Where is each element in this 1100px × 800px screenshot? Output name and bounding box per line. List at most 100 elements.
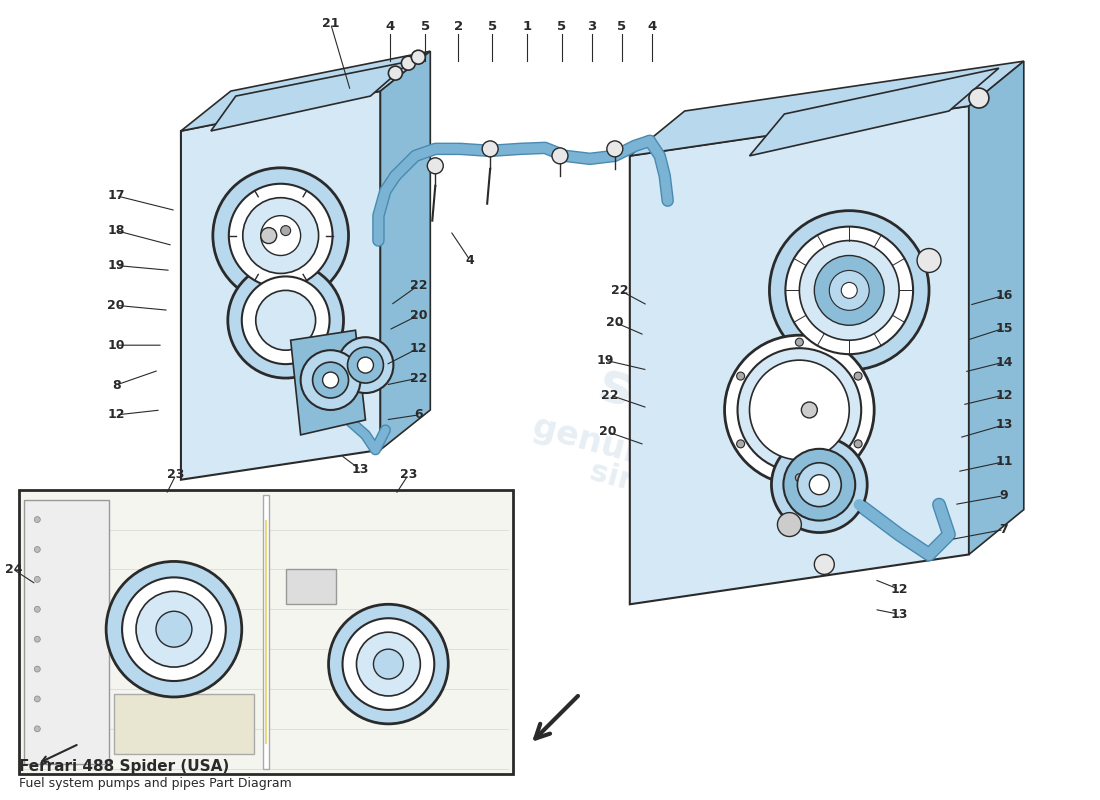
Text: 23: 23 — [167, 468, 185, 482]
Circle shape — [402, 56, 416, 70]
Polygon shape — [211, 61, 410, 131]
Text: 1: 1 — [522, 20, 531, 33]
Circle shape — [854, 440, 862, 448]
Circle shape — [373, 649, 404, 679]
Circle shape — [348, 347, 384, 383]
Text: 11: 11 — [996, 455, 1013, 468]
Circle shape — [358, 357, 373, 373]
Text: 22: 22 — [612, 284, 628, 297]
Circle shape — [795, 338, 803, 346]
Text: 10: 10 — [108, 338, 124, 352]
Circle shape — [242, 277, 330, 364]
Circle shape — [156, 611, 191, 647]
Circle shape — [34, 726, 41, 732]
Circle shape — [34, 546, 41, 553]
Circle shape — [725, 335, 874, 485]
Bar — [265, 519, 266, 744]
Text: 21: 21 — [322, 17, 339, 30]
Circle shape — [411, 50, 426, 64]
Polygon shape — [290, 330, 365, 435]
Circle shape — [771, 437, 867, 533]
Text: 19: 19 — [596, 354, 614, 366]
Circle shape — [228, 262, 343, 378]
Circle shape — [34, 606, 41, 612]
Circle shape — [34, 636, 41, 642]
Circle shape — [810, 474, 829, 494]
Text: 5: 5 — [617, 20, 626, 33]
Circle shape — [243, 198, 319, 274]
Bar — [263, 494, 268, 769]
Circle shape — [136, 591, 212, 667]
Text: 4: 4 — [465, 254, 474, 267]
Circle shape — [34, 666, 41, 672]
Text: 22: 22 — [409, 279, 427, 292]
Text: 15: 15 — [996, 322, 1013, 334]
Circle shape — [800, 241, 899, 340]
Bar — [114, 694, 254, 754]
Text: spares: spares — [592, 357, 807, 463]
Circle shape — [749, 360, 849, 460]
Circle shape — [737, 348, 861, 472]
Circle shape — [795, 474, 803, 482]
Circle shape — [854, 372, 862, 380]
Text: 20: 20 — [409, 309, 427, 322]
Circle shape — [552, 148, 568, 164]
Text: 13: 13 — [996, 418, 1012, 431]
Circle shape — [829, 270, 869, 310]
Polygon shape — [749, 68, 999, 156]
Circle shape — [255, 290, 316, 350]
Circle shape — [783, 449, 855, 521]
Circle shape — [261, 228, 277, 243]
Circle shape — [106, 562, 242, 697]
Circle shape — [785, 226, 913, 354]
Circle shape — [34, 517, 41, 522]
Text: 23: 23 — [399, 468, 417, 482]
Circle shape — [969, 88, 989, 108]
Circle shape — [280, 226, 290, 235]
Circle shape — [917, 249, 940, 273]
Text: Fuel system pumps and pipes Part Diagram: Fuel system pumps and pipes Part Diagram — [20, 777, 293, 790]
Text: Ferrari 488 Spider (USA): Ferrari 488 Spider (USA) — [20, 758, 230, 774]
Text: 20: 20 — [108, 299, 124, 312]
Circle shape — [388, 66, 403, 80]
Circle shape — [737, 372, 745, 380]
Bar — [20, 490, 513, 774]
Circle shape — [482, 141, 498, 157]
Text: 12: 12 — [409, 342, 427, 354]
Circle shape — [122, 578, 226, 681]
Circle shape — [261, 216, 300, 255]
Polygon shape — [381, 51, 430, 450]
Text: 3: 3 — [587, 20, 596, 33]
Text: 13: 13 — [890, 608, 908, 621]
Circle shape — [356, 632, 420, 696]
Circle shape — [814, 255, 884, 326]
Circle shape — [342, 618, 435, 710]
Circle shape — [778, 513, 802, 537]
Text: 2: 2 — [453, 20, 463, 33]
Circle shape — [34, 696, 41, 702]
Circle shape — [329, 604, 449, 724]
Circle shape — [814, 554, 834, 574]
Circle shape — [300, 350, 361, 410]
Circle shape — [769, 210, 930, 370]
Text: 20: 20 — [600, 426, 617, 438]
Text: 5: 5 — [421, 20, 430, 33]
Circle shape — [842, 282, 857, 298]
Text: 7: 7 — [1000, 523, 1009, 536]
Circle shape — [312, 362, 349, 398]
Bar — [286, 570, 336, 604]
Circle shape — [427, 158, 443, 174]
Circle shape — [34, 576, 41, 582]
Polygon shape — [180, 51, 430, 131]
Text: 24: 24 — [4, 563, 22, 576]
Text: 4: 4 — [647, 20, 657, 33]
Polygon shape — [630, 61, 1024, 156]
Text: 12: 12 — [108, 409, 124, 422]
Text: 12: 12 — [996, 389, 1013, 402]
Text: 12: 12 — [890, 583, 908, 596]
Text: genuine parts: genuine parts — [529, 410, 791, 510]
Text: oe: oe — [619, 301, 739, 399]
Text: 19: 19 — [108, 259, 124, 272]
Circle shape — [322, 372, 339, 388]
Polygon shape — [180, 91, 381, 480]
